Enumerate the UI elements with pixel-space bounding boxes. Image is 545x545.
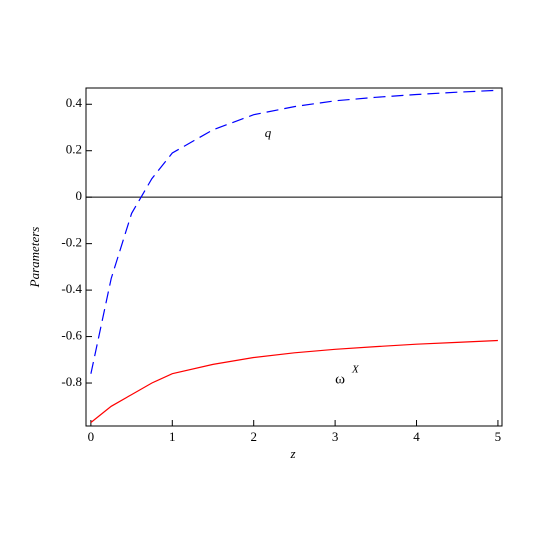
x-tick-label: 0 [88,429,95,444]
x-axis-label: z [289,446,295,461]
y-tick-label: -0.8 [61,374,82,389]
series-label-superscript: X [351,364,360,376]
y-tick-label: -0.4 [61,281,82,296]
x-tick-label: 1 [169,429,176,444]
series-label: q [265,125,272,140]
y-tick-label: -0.2 [61,235,82,250]
y-tick-label: 0.2 [66,142,82,157]
x-tick-label: 2 [250,429,257,444]
plot-frame [85,87,503,427]
y-tick-label: 0.4 [66,95,83,110]
series-label: ω [335,371,345,387]
y-tick-label: 0 [76,188,83,203]
y-tick-label: -0.6 [61,328,82,343]
x-tick-label: 5 [495,429,502,444]
y-axis-label: Parameters [27,227,42,289]
x-tick-label: 3 [332,429,339,444]
series-line [90,89,498,374]
x-tick-label: 4 [413,429,420,444]
series-line [90,339,498,423]
